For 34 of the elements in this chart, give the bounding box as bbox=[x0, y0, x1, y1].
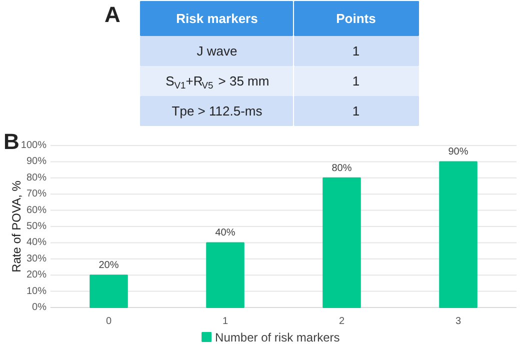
y-tick-label: 30% bbox=[26, 253, 47, 264]
data-label: 1 bbox=[352, 74, 360, 88]
bar bbox=[322, 177, 361, 308]
bar bbox=[439, 161, 478, 308]
y-tick-label: 70% bbox=[26, 188, 47, 200]
data-label: 80% bbox=[332, 162, 352, 174]
chart-title: B bbox=[4, 129, 20, 154]
y-tick-label: 20% bbox=[26, 270, 47, 281]
category-label: Tpe > 112.5-ms bbox=[172, 104, 263, 118]
text: A bbox=[104, 2, 120, 27]
text: Points bbox=[336, 11, 376, 26]
x-tick-label: 2 bbox=[338, 316, 345, 327]
y-tick-label: 80% bbox=[26, 172, 47, 184]
data-label: 20% bbox=[98, 260, 119, 272]
bar bbox=[90, 274, 128, 308]
y-tick-label: 0% bbox=[32, 302, 47, 313]
data-label: 90% bbox=[448, 146, 468, 158]
y-tick-label: 40% bbox=[26, 237, 47, 248]
x-tick-label: 1 bbox=[222, 316, 228, 327]
x-tick-label: 3 bbox=[455, 316, 462, 327]
bar bbox=[206, 242, 244, 308]
y-tick-label: 90% bbox=[26, 156, 47, 168]
y-tick-label: 60% bbox=[26, 204, 47, 216]
text: Risk markers bbox=[176, 11, 258, 26]
y-tick-label: 100% bbox=[20, 140, 47, 151]
data-label: 40% bbox=[215, 228, 236, 239]
data-label: 1 bbox=[352, 44, 360, 58]
y-tick-label: 50% bbox=[26, 221, 47, 232]
legend-label: Number of risk markers bbox=[215, 330, 340, 344]
x-tick-label: 0 bbox=[106, 316, 112, 327]
y-tick-label: 10% bbox=[26, 286, 47, 297]
category-label: J wave bbox=[196, 44, 238, 58]
y-axis-title: Rate of POVA, % bbox=[10, 180, 24, 272]
data-label: 1 bbox=[352, 104, 360, 118]
